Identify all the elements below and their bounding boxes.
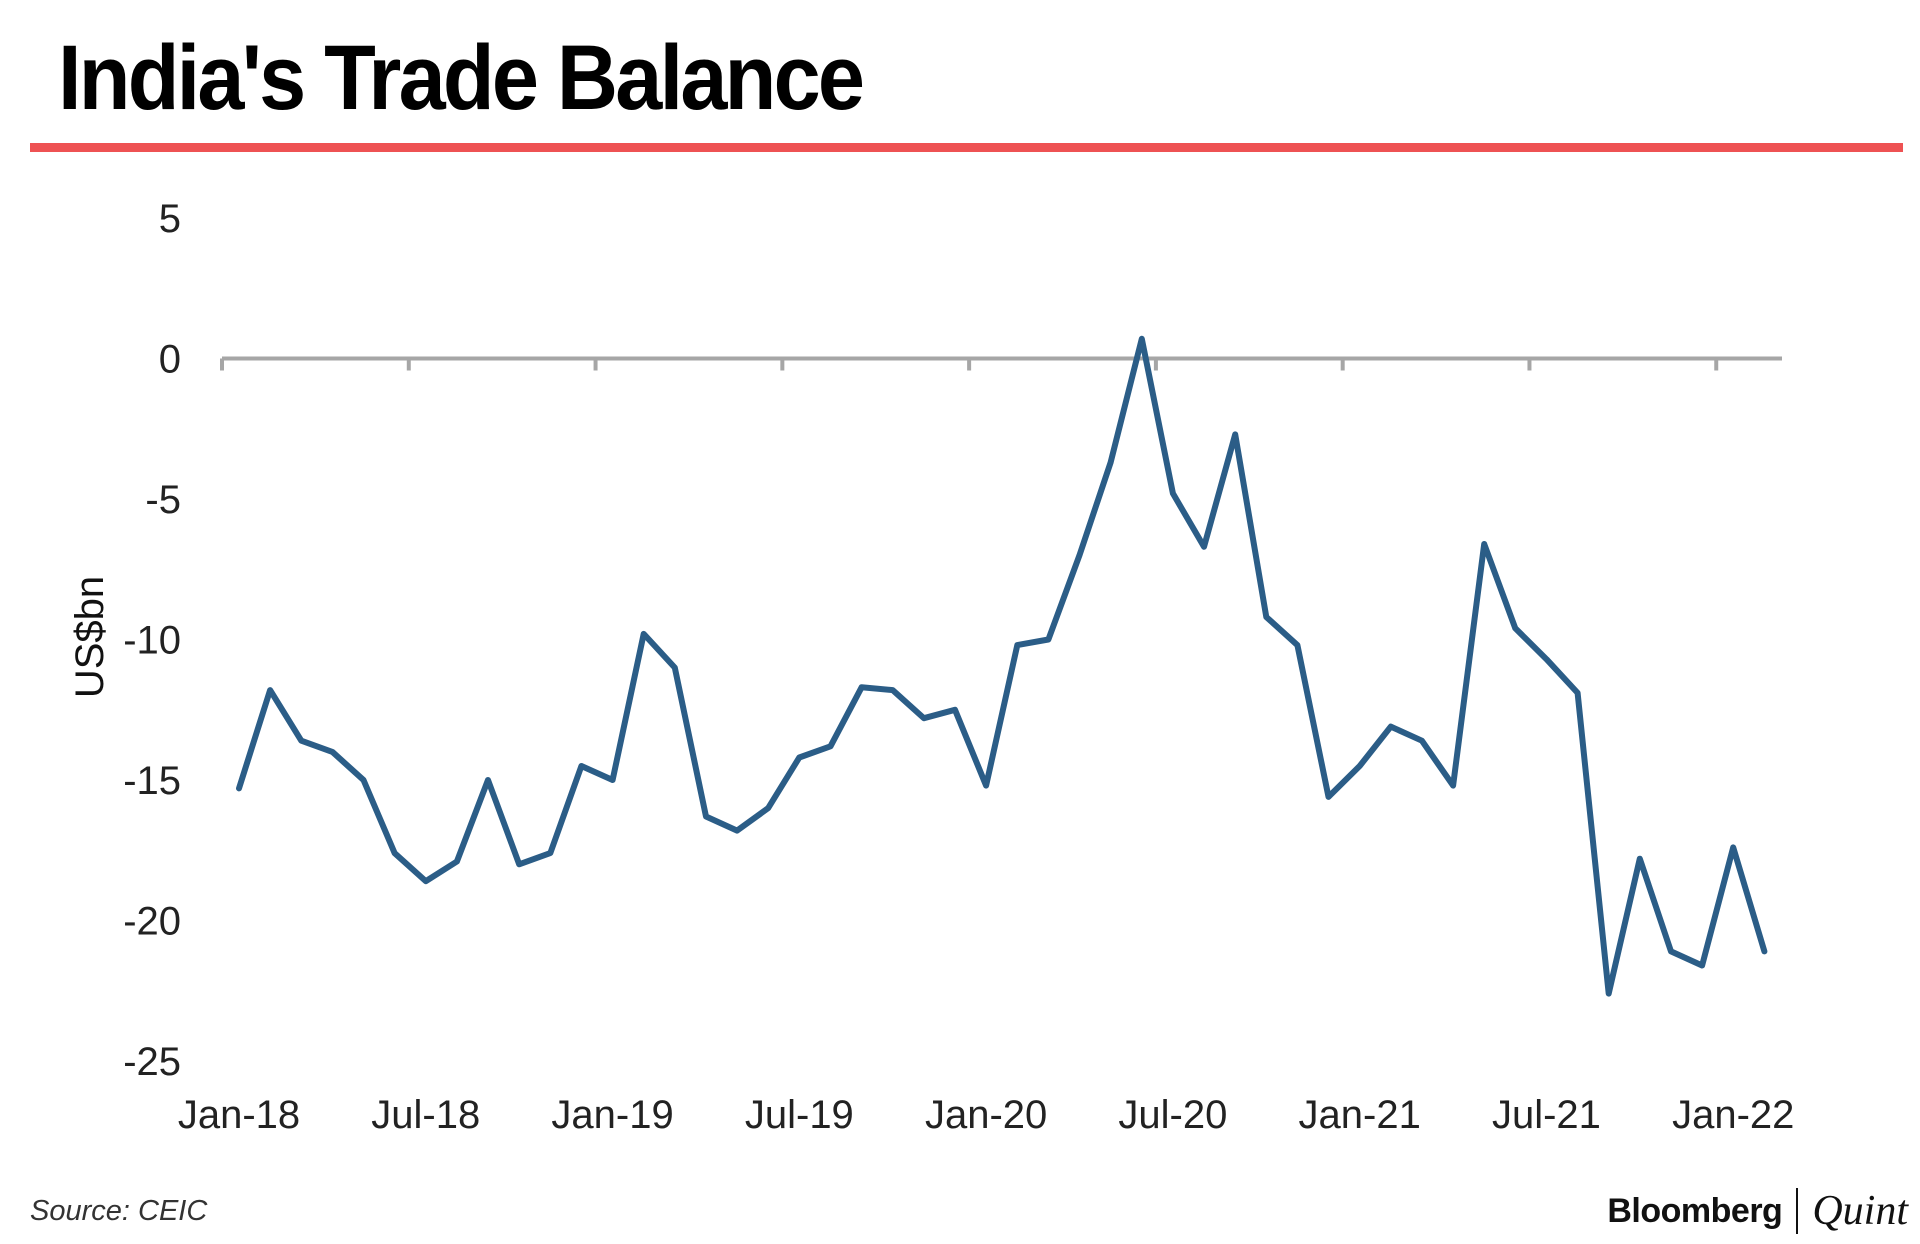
source-note: Source: CEIC [30,1195,208,1227]
brand-quint: Quint [1812,1188,1908,1234]
y-tick-label: -15 [123,759,181,803]
y-tick-label: -25 [123,1040,181,1084]
y-axis-title: US$bn [68,576,112,698]
x-tick-label: Jan-19 [551,1093,673,1137]
x-tick-label: Jan-18 [178,1093,300,1137]
x-tick-label: Jul-18 [371,1093,480,1137]
page-title: India's Trade Balance [58,27,865,129]
series-layer [236,335,1768,997]
brand-divider [1796,1188,1799,1234]
title-divider [30,143,1903,152]
y-tick-label: -20 [123,900,181,944]
x-axis-labels: Jan-18 Jul-18 Jan-19 Jul-19 Jan-20 Jul-20 Jan-… [178,1093,1795,1137]
y-tick-label: -5 [145,478,181,522]
y-tick-label: 5 [159,197,181,241]
x-tick-label: Jan-21 [1299,1093,1421,1137]
x-tick-label: Jan-20 [925,1093,1047,1137]
y-axis: 5 0 -5 -10 -15 -20 -25 [123,197,181,1084]
x-tick-label: Jan-22 [1672,1093,1794,1137]
x-tick-label: Jul-21 [1492,1093,1601,1137]
brand-logo: Bloomberg Quint [1607,1185,1908,1237]
y-tick-label: -10 [123,619,181,663]
brand-bloomberg: Bloomberg [1607,1191,1783,1230]
x-axis [220,356,1782,371]
x-tick-label: Jul-19 [745,1093,854,1137]
trade-balance-line [236,335,1768,997]
x-tick-label: Jul-20 [1118,1093,1227,1137]
y-tick-label: 0 [159,338,181,382]
